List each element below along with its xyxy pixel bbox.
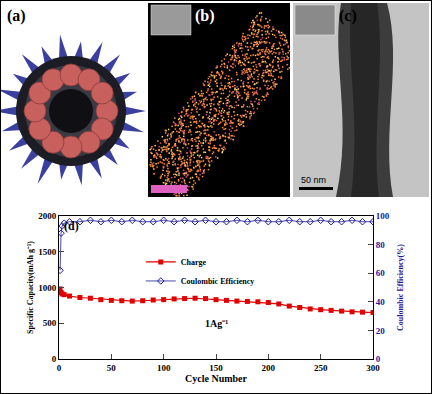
svg-text:2000: 2000 [38, 211, 57, 221]
svg-text:100: 100 [376, 211, 390, 221]
svg-text:150: 150 [209, 363, 223, 373]
svg-text:0: 0 [57, 363, 62, 373]
svg-text:20: 20 [376, 326, 386, 336]
svg-text:80: 80 [376, 240, 386, 250]
svg-text:100: 100 [157, 363, 171, 373]
svg-text:1500: 1500 [38, 247, 57, 257]
svg-text:Cycle Number: Cycle Number [185, 373, 247, 384]
svg-text:Coulombic Efficiency(%): Coulombic Efficiency(%) [396, 244, 405, 331]
svg-text:(d): (d) [64, 219, 79, 233]
svg-text:1Ag⁻¹: 1Ag⁻¹ [205, 318, 228, 329]
svg-text:Coulombic Efficiency: Coulombic Efficiency [181, 277, 255, 286]
svg-text:Specific Capacity(mAh g⁻¹): Specific Capacity(mAh g⁻¹) [26, 241, 35, 334]
svg-text:0: 0 [52, 354, 57, 364]
svg-text:1000: 1000 [38, 283, 57, 293]
svg-text:(b): (b) [195, 7, 215, 25]
svg-text:0: 0 [376, 354, 381, 364]
svg-text:250: 250 [314, 363, 328, 373]
svg-text:Charge: Charge [181, 258, 207, 267]
svg-text:60: 60 [376, 268, 386, 278]
svg-text:500: 500 [43, 318, 57, 328]
svg-text:(c): (c) [339, 7, 357, 25]
svg-text:200: 200 [262, 363, 276, 373]
svg-text:(a): (a) [7, 7, 26, 25]
svg-text:50: 50 [107, 363, 117, 373]
svg-text:50 nm: 50 nm [301, 175, 326, 185]
svg-text:40: 40 [376, 297, 386, 307]
svg-text:300: 300 [366, 363, 380, 373]
